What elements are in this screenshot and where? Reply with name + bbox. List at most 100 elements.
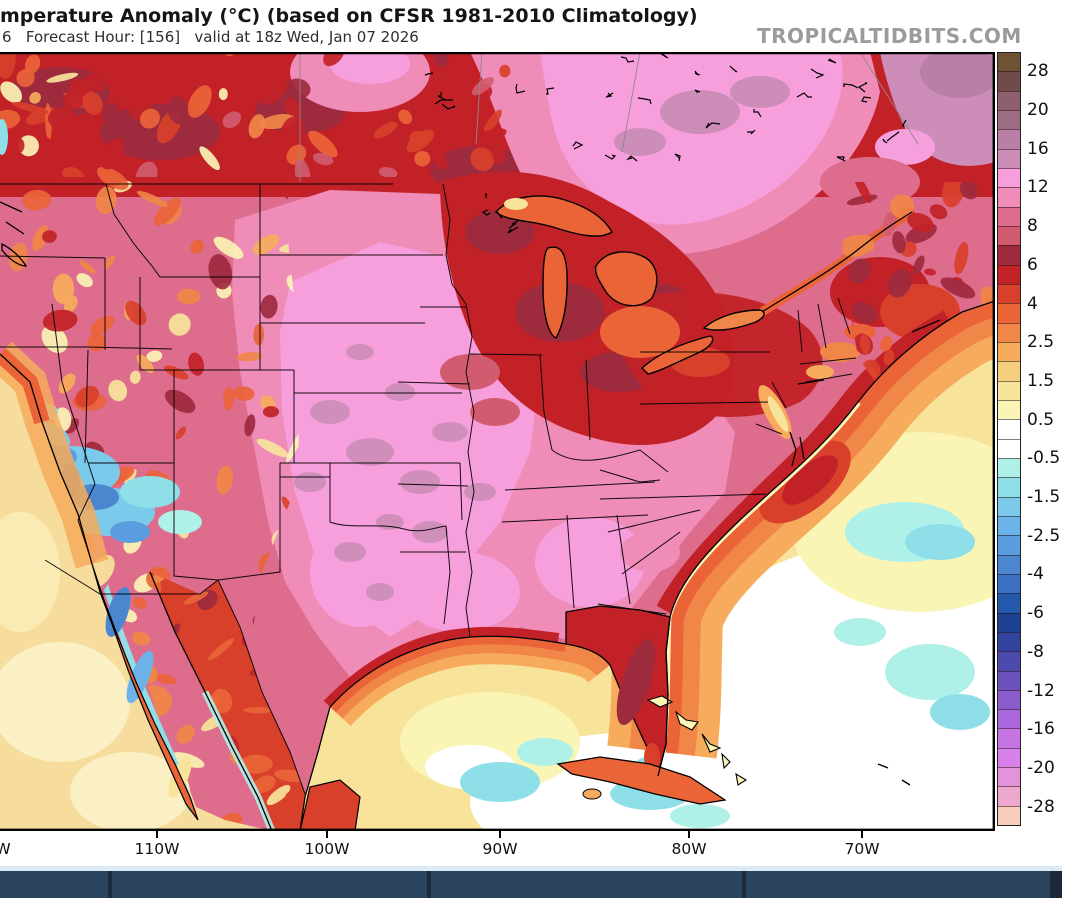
terrain-mottle-blob <box>207 638 235 661</box>
colorbar-tick-label: -4 <box>1027 564 1044 585</box>
terrain-mottle-blob <box>100 138 125 170</box>
lake-outline-mark <box>441 103 456 110</box>
longitude-tick-label: 110W <box>134 840 180 858</box>
map-region-islands <box>299 695 911 832</box>
longitude-tick-mark <box>861 831 863 838</box>
colorbar-cell <box>998 361 1020 381</box>
terrain-mottle-blob <box>483 109 502 134</box>
terrain-mottle-blob <box>4 135 25 156</box>
coastlines <box>0 201 996 832</box>
terrain-mottle-blob <box>175 426 187 440</box>
map-region-warm-core-patches <box>294 344 496 601</box>
colorbar-cell <box>998 747 1020 768</box>
lake-outline-mark <box>747 129 756 135</box>
terrain-mottle-blob <box>9 242 28 272</box>
terrain-mottle-blob <box>882 211 897 237</box>
timeline-bar-right-edge <box>1050 871 1062 898</box>
colorbar-tick-label: 28 <box>1027 61 1049 82</box>
terrain-mottle-blob <box>233 386 255 401</box>
lake-outline-mark <box>694 89 701 94</box>
lake-outline-mark <box>882 138 888 144</box>
terrain-mottle-blob <box>52 273 75 305</box>
terrain-mottle-blob <box>65 130 82 154</box>
state-borders <box>0 183 857 795</box>
colorbar-cell <box>998 341 1020 362</box>
colorbar-tick-label: 8 <box>1027 216 1038 237</box>
terrain-mottle-blob <box>262 406 280 418</box>
terrain-mottle-blob <box>76 273 93 288</box>
colorbar-cell <box>998 805 1020 826</box>
terrain-mottle-blob <box>851 301 878 324</box>
colorbar-tick-label: -8 <box>1027 641 1044 662</box>
map-region-plains-pink <box>232 190 735 707</box>
lake-outline-mark <box>827 58 837 64</box>
terrain-mottle-blob <box>190 239 204 254</box>
colorbar-cell <box>998 322 1020 342</box>
timeline-segment-separator[interactable] <box>742 871 746 898</box>
lake-outline-mark <box>437 92 447 101</box>
colorbar-cell <box>998 129 1020 149</box>
colorbar-cell <box>998 109 1020 130</box>
temperature-anomaly-map <box>0 32 1000 833</box>
terrain-mottle-blob <box>32 225 49 251</box>
lake-outline-mark <box>753 109 762 118</box>
colorbar-tick-label: 12 <box>1027 177 1049 198</box>
terrain-mottle-blob <box>887 269 912 298</box>
terrain-mottle-blob <box>352 154 374 177</box>
terrain-mottle-blob <box>436 127 455 138</box>
lake-outline-mark <box>497 212 503 219</box>
terrain-mottle-blob <box>136 190 168 207</box>
terrain-mottle-blob <box>199 146 220 171</box>
watermark: TROPICALTIDBITS.COM <box>757 24 1022 48</box>
colorbar-tick-label: 2.5 <box>1027 332 1055 353</box>
terrain-mottle-blob <box>24 54 41 74</box>
terrain-mottle-blob <box>82 91 103 115</box>
colorbar-cell <box>998 225 1020 246</box>
map-region-great-lakes <box>494 195 765 375</box>
terrain-mottle-blob <box>378 167 398 177</box>
timeline-segment-separator[interactable] <box>427 871 431 898</box>
lake-outline-mark <box>796 92 812 98</box>
map-region-baja <box>91 563 199 821</box>
terrain-mottle-blob <box>253 775 276 793</box>
canada-lake-marks <box>424 52 907 234</box>
terrain-mottle-blob <box>280 116 306 145</box>
terrain-mottle-blob <box>131 631 151 646</box>
terrain-mottle-blob <box>842 234 873 257</box>
terrain-mottle-blob <box>313 152 334 166</box>
colorbar-cell <box>998 438 1020 458</box>
map-region-labrador-mauve <box>820 46 1000 207</box>
terrain-mottle-blob <box>47 106 76 129</box>
terrain-mottle-blob <box>470 147 494 172</box>
colorbar-tick-label: -20 <box>1027 757 1055 778</box>
lake-outline-mark <box>637 97 652 105</box>
map-area <box>0 32 1000 833</box>
lake-outline-mark <box>659 52 669 59</box>
colorbar-tick-label: 16 <box>1027 138 1049 159</box>
colorbar-cell <box>998 612 1020 632</box>
terrain-mottle-blob <box>859 334 871 355</box>
terrain-mottle-blob <box>85 74 106 92</box>
terrain-mottle-blob <box>283 97 302 116</box>
terrain-mottle-blob <box>853 182 872 204</box>
terrain-mottle-blob <box>940 277 976 299</box>
timeline-segment-separator[interactable] <box>108 871 112 898</box>
colorbar-cell <box>998 71 1020 91</box>
colorbar-cell <box>998 419 1020 439</box>
terrain-mottle-blob <box>16 69 35 88</box>
terrain-mottle-blob <box>286 78 311 99</box>
colorbar-tick-label: -16 <box>1027 719 1055 740</box>
terrain-mottle-blob <box>0 109 21 129</box>
colorbar-cell <box>998 53 1020 72</box>
terrain-mottle-blob <box>471 77 494 96</box>
longitude-tick-label: 80W <box>671 840 707 858</box>
terrain-mottle-blob <box>880 336 893 352</box>
timeline-bar[interactable] <box>0 871 1050 898</box>
terrain-mottle-blob <box>308 130 338 158</box>
terrain-mottle-canada <box>0 52 511 177</box>
colorbar-tick-label: 6 <box>1027 254 1038 275</box>
lake-outline-mark <box>424 72 434 76</box>
colorbar-tick-label: -1.5 <box>1027 487 1061 508</box>
colorbar-cell <box>998 651 1020 671</box>
terrain-mottle-blob <box>146 350 163 362</box>
